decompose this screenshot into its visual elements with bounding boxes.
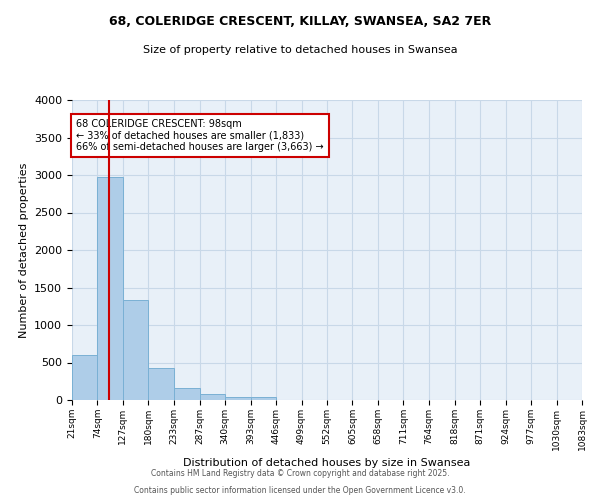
Y-axis label: Number of detached properties: Number of detached properties [19,162,29,338]
Text: Contains public sector information licensed under the Open Government Licence v3: Contains public sector information licen… [134,486,466,495]
Text: Contains HM Land Registry data © Crown copyright and database right 2025.: Contains HM Land Registry data © Crown c… [151,468,449,477]
Text: Size of property relative to detached houses in Swansea: Size of property relative to detached ho… [143,45,457,55]
Bar [97,176,123,400]
Bar [225,396,251,400]
Bar [251,396,276,400]
X-axis label: Distribution of detached houses by size in Swansea: Distribution of detached houses by size … [184,458,470,468]
Text: 68 COLERIDGE CRESCENT: 98sqm
← 33% of detached houses are smaller (1,833)
66% of: 68 COLERIDGE CRESCENT: 98sqm ← 33% of de… [76,118,324,152]
Text: 68, COLERIDGE CRESCENT, KILLAY, SWANSEA, SA2 7ER: 68, COLERIDGE CRESCENT, KILLAY, SWANSEA,… [109,15,491,28]
Bar [72,355,97,400]
Bar [123,300,148,400]
Bar [174,388,200,400]
Bar [148,368,174,400]
Bar [200,394,225,400]
